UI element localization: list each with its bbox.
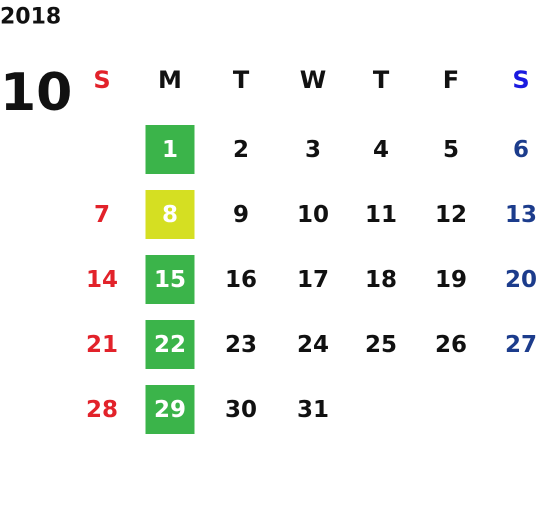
day-number: 2 [233,137,249,163]
day-number: 12 [435,202,467,228]
day-number: 1 [162,137,178,163]
day-number: 21 [86,332,118,358]
day-number: 20 [505,267,537,293]
day-number: 18 [365,267,397,293]
day-number: 7 [94,202,110,228]
weekday-label: F [443,66,459,94]
day-highlight [145,320,195,369]
day-number: 8 [162,202,178,228]
day-highlight [145,125,195,174]
day-number: 9 [233,202,249,228]
weekday-label: T [373,66,390,94]
day-number: 25 [365,332,397,358]
day-number: 22 [154,332,186,358]
day-number: 11 [365,202,397,228]
month: 10 [0,63,72,123]
day-highlight [145,255,195,304]
day-number: 29 [154,397,186,423]
day-highlight [145,385,195,434]
day-number: 27 [505,332,537,358]
day-highlight [145,190,195,239]
weekday-label: W [300,66,326,94]
day-number: 4 [373,137,389,163]
weekday-label: S [93,66,110,94]
year: 2018 [0,5,61,30]
day-number: 17 [297,267,329,293]
day-number: 15 [154,267,186,293]
weekday-label: M [158,66,182,94]
day-number: 28 [86,397,118,423]
day-number: 26 [435,332,467,358]
day-number: 3 [305,137,321,163]
day-number: 16 [225,267,257,293]
day-number: 23 [225,332,257,358]
day-number: 31 [297,397,329,423]
day-number: 13 [505,202,537,228]
day-number: 6 [513,137,529,163]
day-number: 14 [86,267,118,293]
weekday-label: T [233,66,250,94]
day-number: 5 [443,137,459,163]
day-number: 30 [225,397,257,423]
day-number: 24 [297,332,329,358]
day-number: 19 [435,267,467,293]
weekday-label: S [512,66,529,94]
day-number: 10 [297,202,329,228]
